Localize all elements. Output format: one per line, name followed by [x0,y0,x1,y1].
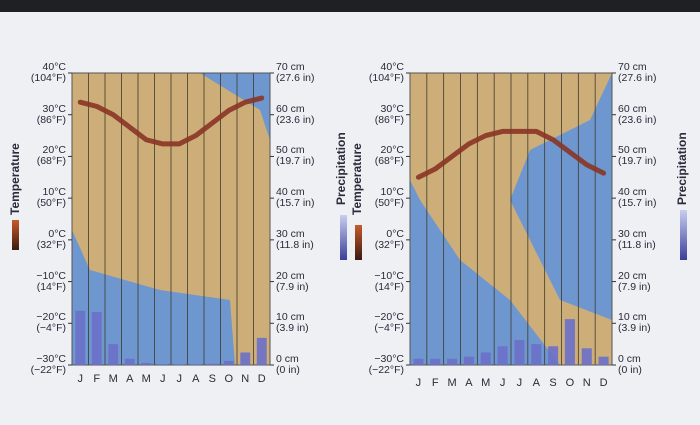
x-tick-label: D [599,377,608,389]
precipitation-bar [463,356,474,365]
x-tick-label: A [192,373,200,385]
y-tick-label: −10°C (14°F) [36,269,66,293]
y2-tick-label: 10 cm (3.9 in) [276,311,309,335]
axis-title: Temperature [8,143,22,215]
x-tick-label: O [224,373,234,385]
x-tick-label: J [77,373,84,385]
y2-tick-label: 50 cm (19.7 in) [276,144,315,168]
precipitation-bar [108,344,119,365]
temperature-line [415,128,607,180]
y2-tick-label: 60 cm (23.6 in) [618,102,657,126]
precipitation-bar [514,339,525,365]
y-tick-label: −20°C (−4°F) [374,311,404,335]
y2-tick-label: 20 cm (7.9 in) [618,269,651,293]
temperature-key [355,225,362,260]
y-tick-label: 0°C (32°F) [36,227,66,251]
x-tick-label: O [565,377,575,389]
y-tick-label: 20°C (68°F) [36,144,66,168]
y-tick-label: −10°C (14°F) [374,269,404,293]
y2-tick-label: 30 cm (11.8 in) [276,227,314,251]
y-tick-label: −20°C (−4°F) [36,311,66,335]
y2-tick-label: 40 cm (15.7 in) [276,186,315,210]
precipitation-bar [480,352,491,365]
x-tick-label: J [499,377,506,389]
x-tick-label: A [532,377,540,389]
precipitation-bar [124,358,135,365]
plot-frame [409,72,613,366]
top-bar [0,0,700,12]
x-tick-label: F [93,373,101,385]
x-tick-label: N [582,377,591,389]
x-tick-label: S [549,377,557,389]
precipitation-bar [564,319,575,365]
y2-tick-label: 70 cm (27.6 in) [618,61,657,84]
y2-tick-label: 60 cm (23.6 in) [276,102,315,126]
precipitation-bar [598,356,609,365]
y2-tick-label: 40 cm (15.7 in) [618,186,657,210]
temperature-line [77,95,265,147]
precipitation-bar [256,337,267,365]
precipitation-bar [531,344,542,365]
y-tick-label: 30°C (86°F) [374,102,404,126]
x-tick-label: M [447,377,457,389]
precipitation-bar [157,364,168,365]
y-tick-label: 10°C (50°F) [36,186,66,210]
precipitation-bar [447,358,458,365]
precipitation-key [340,215,347,260]
precipitation-bar [91,312,102,365]
y2-tick-label: 10 cm (3.9 in) [618,311,651,335]
precipitation-bar [75,310,86,365]
x-tick-label: M [108,373,118,385]
x-tick-label: S [208,373,216,385]
precipitation-bar [581,348,592,365]
x-tick-label: J [176,373,183,385]
x-tick-label: M [141,373,151,385]
precipitation-bar [413,358,424,365]
precipitation-key [680,210,687,260]
y-tick-label: 40°C (104°F) [30,61,66,84]
y2-tick-label: 50 cm (19.7 in) [618,144,657,168]
axis-title: Temperature [350,143,364,215]
x-tick-label: J [516,377,523,389]
y-tick-label: 20°C (68°F) [374,144,404,168]
y-tick-label: −30°C (−22°F) [368,353,404,376]
precipitation-bar [430,358,441,365]
precipitation-bar [548,346,559,365]
y-tick-label: 10°C (50°F) [374,186,404,210]
x-tick-label: D [257,373,266,385]
precipitation-bar [141,362,152,365]
precipitation-bar [223,360,234,365]
precipitation-bar [240,352,251,365]
precipitation-bar [497,346,508,365]
x-tick-label: A [465,377,473,389]
y-tick-label: −30°C (−22°F) [30,353,66,376]
y2-tick-label: 30 cm (11.8 in) [618,227,656,251]
y2-tick-label: 70 cm (27.6 in) [276,61,315,84]
x-tick-label: N [241,373,250,385]
x-tick-label: J [160,373,166,385]
y2-tick-label: 0 cm (0 in) [618,353,642,376]
x-tick-label: M [481,377,491,389]
x-tick-label: A [126,373,134,385]
x-tick-label: F [431,377,439,389]
x-tick-label: J [415,377,422,389]
y2-tick-label: 20 cm (7.9 in) [276,269,309,293]
temperature-key [12,220,19,250]
plot-frame [71,72,271,366]
y-tick-label: 40°C (104°F) [368,61,404,84]
precipitation-bar [207,363,218,365]
y-tick-label: 30°C (86°F) [36,102,66,126]
y2-tick-label: 0 cm (0 in) [276,353,300,376]
axis-title: Precipitation [675,132,689,205]
y-tick-label: 0°C (32°F) [374,227,404,251]
